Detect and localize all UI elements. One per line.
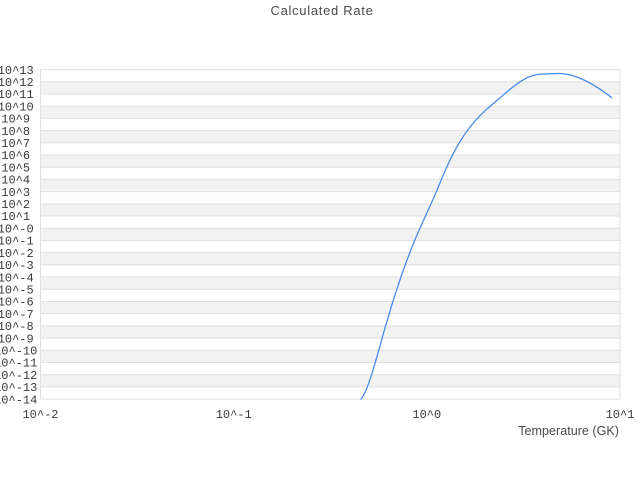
- svg-text:10^-1: 10^-1: [216, 408, 252, 422]
- svg-text:10^-6: 10^-6: [0, 296, 34, 310]
- svg-text:10^9: 10^9: [1, 113, 30, 127]
- svg-text:10^-1: 10^-1: [0, 235, 34, 249]
- svg-text:Temperature (GK): Temperature (GK): [518, 424, 619, 438]
- svg-text:10^10: 10^10: [0, 100, 34, 114]
- svg-text:10^-3: 10^-3: [0, 259, 34, 273]
- svg-text:10^-2: 10^-2: [0, 247, 34, 261]
- svg-text:10^-9: 10^-9: [0, 332, 34, 346]
- svg-text:10^2: 10^2: [1, 198, 30, 212]
- svg-text:10^7: 10^7: [1, 137, 30, 151]
- svg-text:10^13: 10^13: [0, 64, 34, 78]
- svg-text:10^-13: 10^-13: [0, 381, 37, 395]
- svg-text:10^6: 10^6: [1, 149, 30, 163]
- svg-text:10^-8: 10^-8: [0, 320, 34, 334]
- svg-text:10^11: 10^11: [0, 88, 34, 102]
- svg-text:10^-11: 10^-11: [0, 357, 37, 371]
- svg-text:10^4: 10^4: [1, 174, 30, 188]
- svg-text:10^1: 10^1: [1, 210, 30, 224]
- svg-text:10^-14: 10^-14: [0, 393, 37, 407]
- svg-text:10^-7: 10^-7: [0, 308, 34, 322]
- svg-text:10^1: 10^1: [606, 408, 635, 422]
- svg-text:10^5: 10^5: [1, 161, 30, 175]
- svg-text:10^8: 10^8: [1, 125, 30, 139]
- svg-text:10^-12: 10^-12: [0, 369, 37, 383]
- svg-text:10^-4: 10^-4: [0, 271, 34, 285]
- svg-text:10^-10: 10^-10: [0, 344, 37, 358]
- svg-text:Calculated Rate: Calculated Rate: [271, 3, 374, 18]
- svg-text:10^-2: 10^-2: [22, 408, 58, 422]
- svg-text:10^3: 10^3: [1, 186, 30, 200]
- svg-text:10^12: 10^12: [0, 76, 34, 90]
- svg-text:10^0: 10^0: [412, 408, 441, 422]
- svg-text:10^-5: 10^-5: [0, 283, 34, 297]
- svg-text:10^-0: 10^-0: [0, 222, 34, 236]
